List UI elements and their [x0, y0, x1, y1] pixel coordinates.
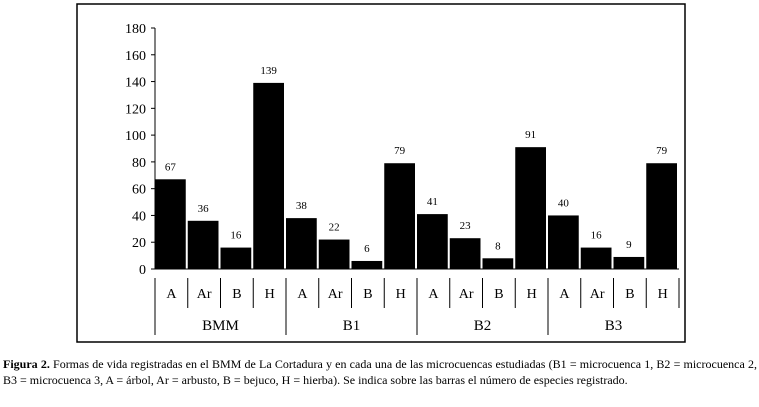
bar — [417, 214, 448, 269]
bar-value-label: 23 — [460, 220, 472, 232]
chart-frame — [76, 3, 686, 343]
category-label: B — [363, 287, 372, 302]
figure-caption: Figura 2. Formas de vida registradas en … — [3, 356, 757, 388]
bar — [515, 147, 546, 269]
y-tick-label: 60 — [132, 183, 146, 198]
bar — [449, 238, 481, 269]
bar — [220, 247, 252, 269]
category-label: H — [658, 287, 668, 302]
group-label: B2 — [474, 318, 492, 334]
category-label: Ar — [459, 287, 474, 302]
y-tick-label: 0 — [139, 263, 146, 278]
y-tick-label: 160 — [125, 49, 146, 64]
category-label: B — [232, 287, 241, 302]
bar-value-label: 67 — [165, 161, 177, 173]
category-label: B — [625, 287, 634, 302]
bar-value-label: 91 — [525, 129, 536, 141]
x-axis: A Ar B H BMM A Ar B H B1 A Ar B H B2 A Ar B H B3 — [154, 268, 680, 335]
bar-value-label: 79 — [394, 145, 406, 157]
bar-value-label: 36 — [198, 203, 210, 215]
bar-value-label: 9 — [626, 239, 632, 251]
bar-value-label: 22 — [329, 222, 340, 234]
y-tick-label: 20 — [132, 236, 146, 251]
bars: 67 36 16 139 38 22 6 79 41 23 8 91 40 16 9 79 — [155, 65, 677, 270]
category-label: H — [396, 287, 406, 302]
caption-text: Formas de vida registradas en el BMM de … — [3, 357, 757, 387]
bar — [253, 82, 284, 270]
bar — [580, 247, 612, 269]
category-label: Ar — [197, 287, 212, 302]
y-tick-label: 120 — [125, 102, 146, 117]
bar — [286, 218, 317, 269]
y-tick-label: 180 — [125, 22, 146, 37]
group-label: BMM — [202, 318, 239, 334]
caption-label: Figura 2. — [3, 357, 50, 371]
y-tick-label: 140 — [125, 76, 146, 91]
category-label: H — [265, 287, 275, 302]
y-axis: 0 20 40 60 80 100 120 140 160 180 — [125, 22, 156, 278]
category-label: A — [428, 287, 439, 302]
bar — [384, 163, 415, 269]
y-tick-label: 80 — [132, 156, 146, 171]
bar-value-label: 79 — [656, 145, 668, 157]
category-label: Ar — [590, 287, 605, 302]
bar-value-label: 38 — [296, 200, 308, 212]
bar — [482, 258, 514, 269]
bar — [351, 260, 383, 269]
category-label: A — [297, 287, 308, 302]
bar — [646, 163, 677, 269]
category-label: A — [166, 287, 177, 302]
group-label: B1 — [343, 318, 361, 334]
y-tick-label: 100 — [125, 129, 146, 144]
category-label: A — [559, 287, 570, 302]
group-label: B3 — [605, 318, 623, 334]
bar-value-label: 8 — [495, 240, 501, 252]
bar-value-label: 6 — [364, 243, 370, 255]
bar — [187, 220, 219, 269]
y-tick-label: 40 — [132, 209, 146, 224]
category-label: B — [494, 287, 503, 302]
bar-value-label: 16 — [591, 230, 603, 242]
category-label: H — [527, 287, 537, 302]
bar-value-label: 139 — [260, 65, 277, 77]
category-label: Ar — [328, 287, 343, 302]
bar — [613, 256, 645, 269]
bar-value-label: 16 — [230, 230, 242, 242]
bar-value-label: 40 — [558, 197, 570, 209]
bar — [318, 239, 350, 269]
bar — [155, 179, 186, 269]
bar-value-label: 41 — [427, 196, 438, 208]
bar — [548, 215, 579, 269]
